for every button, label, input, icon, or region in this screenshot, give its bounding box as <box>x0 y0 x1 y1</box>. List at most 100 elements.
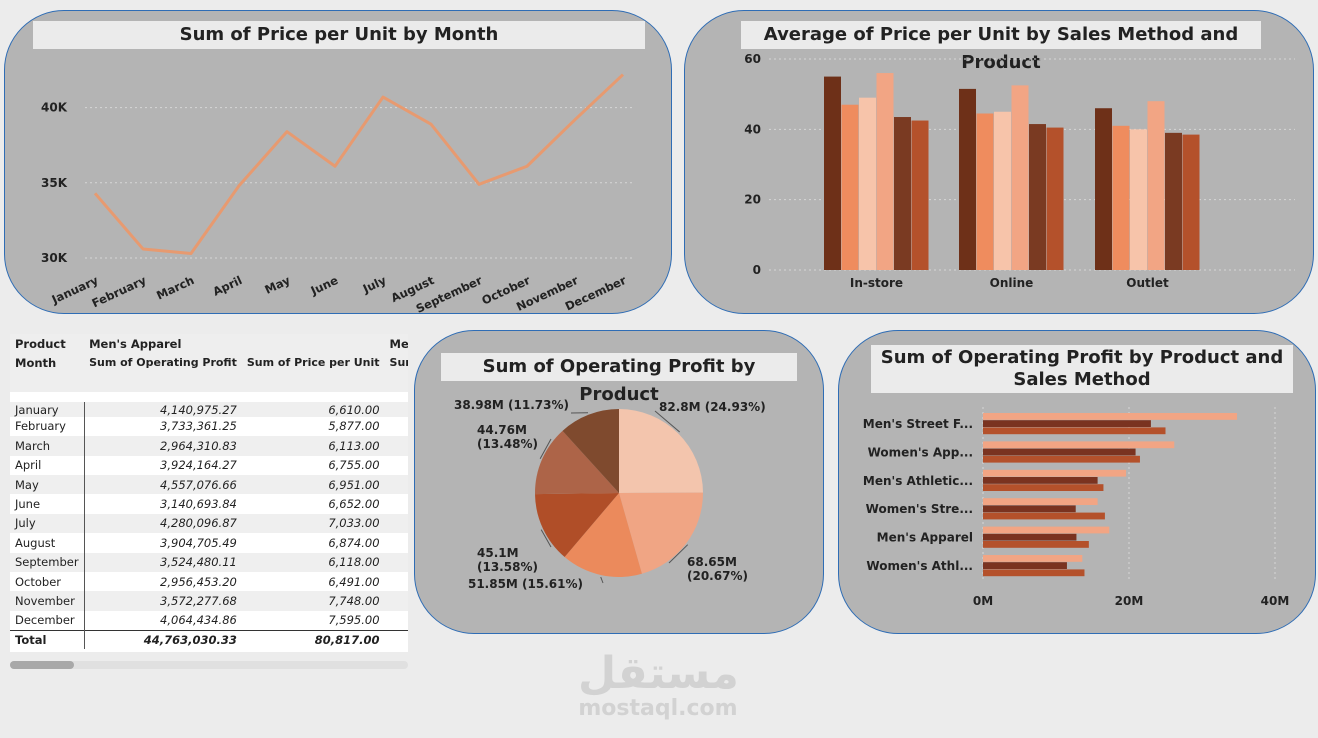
column-bar[interactable] <box>911 120 929 271</box>
hbar-bar[interactable] <box>983 441 1175 449</box>
cell-operating-profit: 3,924,164.27 <box>84 455 242 475</box>
table-row[interactable]: June 3,140,693.84 6,652.00 <box>10 494 408 514</box>
cell-operating-profit: 4,280,096.87 <box>84 513 242 534</box>
cell-month: April <box>10 455 85 475</box>
hbar-bar[interactable] <box>983 562 1067 569</box>
column-bar[interactable] <box>1011 85 1029 270</box>
table-row[interactable]: February 3,733,361.25 5,877.00 <box>10 416 408 437</box>
table-header-measures: Month Sum of Operating Profit Sum of Pri… <box>10 353 408 398</box>
hbar-chart-title: Sum of Operating Profit by Product and S… <box>871 345 1293 393</box>
header-product: Product <box>10 334 85 354</box>
cell-operating-profit: 3,524,480.11 <box>84 552 242 572</box>
scrollbar-thumb[interactable] <box>10 661 74 669</box>
cell-operating-profit: 4,064,434.86 <box>84 610 242 631</box>
cell-operating-profit: 2,964,310.83 <box>84 436 242 456</box>
cell-price-per-unit: 6,610.00 <box>241 397 385 417</box>
cell-price-per-unit: 6,755.00 <box>241 455 385 475</box>
cell-month: November <box>10 591 85 611</box>
cell-price-per-unit: 6,113.00 <box>241 436 385 456</box>
cell-price-per-unit: 6,491.00 <box>241 571 385 592</box>
column-bar[interactable] <box>1130 129 1147 270</box>
column-bar[interactable] <box>976 113 994 270</box>
column-bar[interactable] <box>1147 101 1165 270</box>
pie-slice[interactable] <box>535 430 619 495</box>
watermark-logo: مستقل mostaql.com <box>578 650 739 721</box>
column-bar[interactable] <box>894 117 911 271</box>
table-row[interactable]: September 3,524,480.11 6,118.00 <box>10 552 408 572</box>
column-bar[interactable] <box>1029 124 1046 270</box>
pie-data-label: 45.1M (13.58%) <box>477 546 538 574</box>
table-row[interactable]: January 4,140,975.27 6,610.00 <box>10 397 408 417</box>
table-row[interactable]: March 2,964,310.83 6,113.00 <box>10 436 408 456</box>
column-bar[interactable] <box>1112 125 1130 270</box>
total-clipped <box>384 629 408 650</box>
y-tick-label: 0 <box>753 263 761 277</box>
header-sum-o[interactable]: Sum o <box>384 353 408 398</box>
cell-price-per-unit: 7,595.00 <box>241 610 385 631</box>
pie-slice[interactable] <box>535 493 619 558</box>
hbar-bar[interactable] <box>983 427 1166 435</box>
cell-month: July <box>10 513 85 534</box>
cell-clipped <box>384 416 408 437</box>
matrix-table[interactable]: Product Men's Apparel Men's Month Sum of… <box>10 334 408 652</box>
pie-slice[interactable] <box>619 492 703 574</box>
column-bar[interactable] <box>959 88 976 271</box>
hbar-bar[interactable] <box>983 533 1077 541</box>
hbar-bar[interactable] <box>983 484 1104 491</box>
header-month: Month <box>10 353 85 398</box>
hbar-bar[interactable] <box>983 448 1136 456</box>
line-series[interactable] <box>93 73 625 255</box>
column-chart: 0 20 40 60 In-store Online Outlet <box>744 52 1295 290</box>
cell-month: June <box>10 494 85 514</box>
table-horizontal-scrollbar[interactable] <box>10 661 408 669</box>
hbar-bar[interactable] <box>983 455 1140 463</box>
hbar-bar[interactable] <box>983 498 1098 505</box>
y-tick-label: 60 <box>744 52 761 66</box>
table-row[interactable]: November 3,572,277.68 7,748.00 <box>10 591 408 611</box>
cell-clipped <box>384 436 408 456</box>
table-row[interactable]: December 4,064,434.86 7,595.00 <box>10 610 408 631</box>
table-row[interactable]: May 4,557,076.66 6,951.00 <box>10 474 408 495</box>
column-bar[interactable] <box>859 97 876 270</box>
hbar-bar[interactable] <box>983 505 1076 513</box>
cell-price-per-unit: 6,118.00 <box>241 552 385 572</box>
cell-operating-profit: 4,557,076.66 <box>84 474 242 495</box>
pie-chart-card: Sum of Operating Profit by Product 82.8M… <box>414 330 824 634</box>
hbar-bar[interactable] <box>983 541 1089 548</box>
pie-slice[interactable] <box>619 409 703 493</box>
column-bar[interactable] <box>841 104 859 270</box>
table-row[interactable]: July 4,280,096.87 7,033.00 <box>10 513 408 534</box>
hbar-bar[interactable] <box>983 526 1110 534</box>
pie-slice[interactable] <box>564 493 642 577</box>
total-label: Total <box>10 629 85 650</box>
hbar-bar[interactable] <box>983 512 1105 520</box>
cell-operating-profit: 4,140,975.27 <box>84 397 242 417</box>
column-bar[interactable] <box>824 76 841 270</box>
column-bar[interactable] <box>1165 132 1182 270</box>
hbar-bar[interactable] <box>983 420 1151 427</box>
hbar-bar[interactable] <box>983 477 1098 484</box>
column-bar[interactable] <box>994 111 1011 270</box>
header-sum-price-per-unit[interactable]: Sum of Price per Unit <box>241 353 385 398</box>
column-bar[interactable] <box>1182 134 1200 270</box>
hbar-chart: 0M 20M 40M Men's Street F... Women's App... M… <box>863 407 1289 608</box>
y-tick-label: 40K <box>41 101 68 115</box>
table-row[interactable]: August 3,904,705.49 6,874.00 <box>10 533 408 553</box>
column-bar[interactable] <box>1095 108 1112 270</box>
column-bar[interactable] <box>1046 127 1064 270</box>
header-sum-operating-profit[interactable]: Sum of Operating Profit <box>84 353 242 398</box>
hbar-bar[interactable] <box>983 413 1238 420</box>
hbar-bar[interactable] <box>983 469 1127 477</box>
y-category-label: Women's App... <box>868 445 973 459</box>
column-bar[interactable] <box>876 73 894 270</box>
hbar-bar[interactable] <box>983 569 1085 577</box>
table-row[interactable]: October 2,956,453.20 6,491.00 <box>10 571 408 592</box>
x-tick-label: July <box>360 273 389 296</box>
cell-clipped <box>384 474 408 495</box>
hbar-bar[interactable] <box>983 555 1083 562</box>
watermark-latin: mostaql.com <box>578 696 738 721</box>
header-mens: Men's <box>384 334 408 354</box>
pie-slice[interactable] <box>562 409 619 493</box>
table-row[interactable]: April 3,924,164.27 6,755.00 <box>10 455 408 475</box>
